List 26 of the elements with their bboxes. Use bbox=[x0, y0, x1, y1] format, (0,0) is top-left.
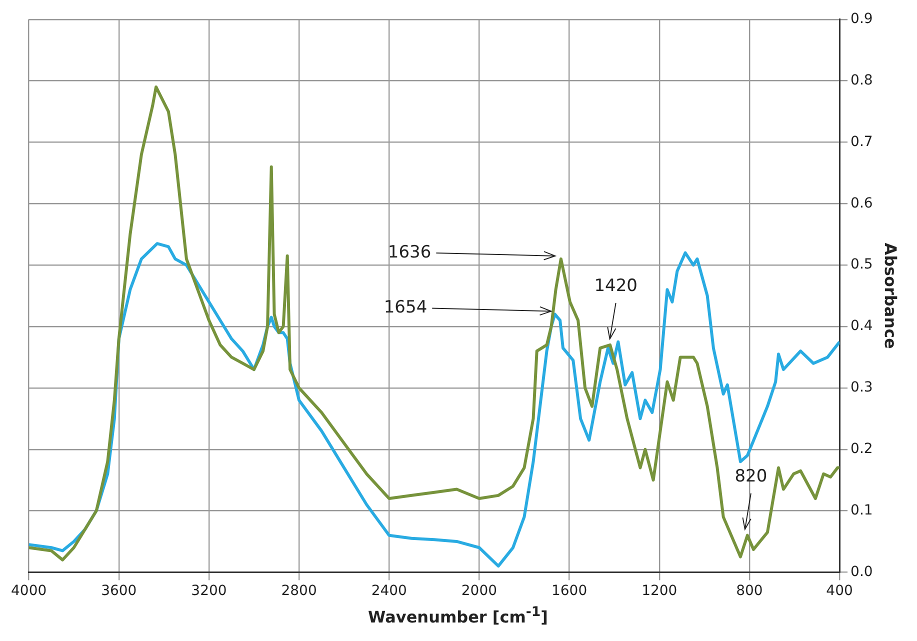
y-tick-label: 0.7 bbox=[850, 134, 873, 150]
annotation: 1420 bbox=[594, 276, 638, 296]
x-tick-label: 3200 bbox=[191, 583, 227, 600]
y-axis-title: Absorbance bbox=[881, 242, 900, 350]
x-tick-label: 800 bbox=[736, 583, 763, 600]
x-tick-label: 1200 bbox=[642, 583, 678, 600]
y-tick-label: 0.9 bbox=[850, 11, 873, 28]
y-tick-label: 0.2 bbox=[850, 440, 873, 457]
y-tick-label: 0.3 bbox=[850, 380, 873, 396]
annotation: 1654 bbox=[384, 298, 428, 318]
x-tick-label: 1600 bbox=[551, 583, 588, 600]
annotation: 820 bbox=[734, 466, 768, 486]
x-tick-label: 2800 bbox=[281, 583, 317, 600]
y-tick-label: 0.5 bbox=[850, 256, 873, 273]
y-tick-label: 0.8 bbox=[850, 72, 873, 88]
y-tick-label: 0.1 bbox=[850, 502, 873, 518]
x-tick-label: 2000 bbox=[461, 583, 498, 600]
y-tick-label: 0.0 bbox=[850, 564, 873, 580]
y-tick-label: 0.4 bbox=[850, 318, 873, 334]
x-axis-title: Wavenumber [cm$^{-1}$] bbox=[367, 605, 549, 626]
x-tick-label: 3600 bbox=[101, 583, 137, 600]
annotation: 1636 bbox=[388, 242, 432, 262]
x-tick-label: 400 bbox=[826, 583, 853, 600]
x-tick-label: 2400 bbox=[371, 583, 407, 600]
y-tick-label: 0.6 bbox=[850, 195, 873, 212]
x-tick-label: 4000 bbox=[10, 583, 47, 600]
